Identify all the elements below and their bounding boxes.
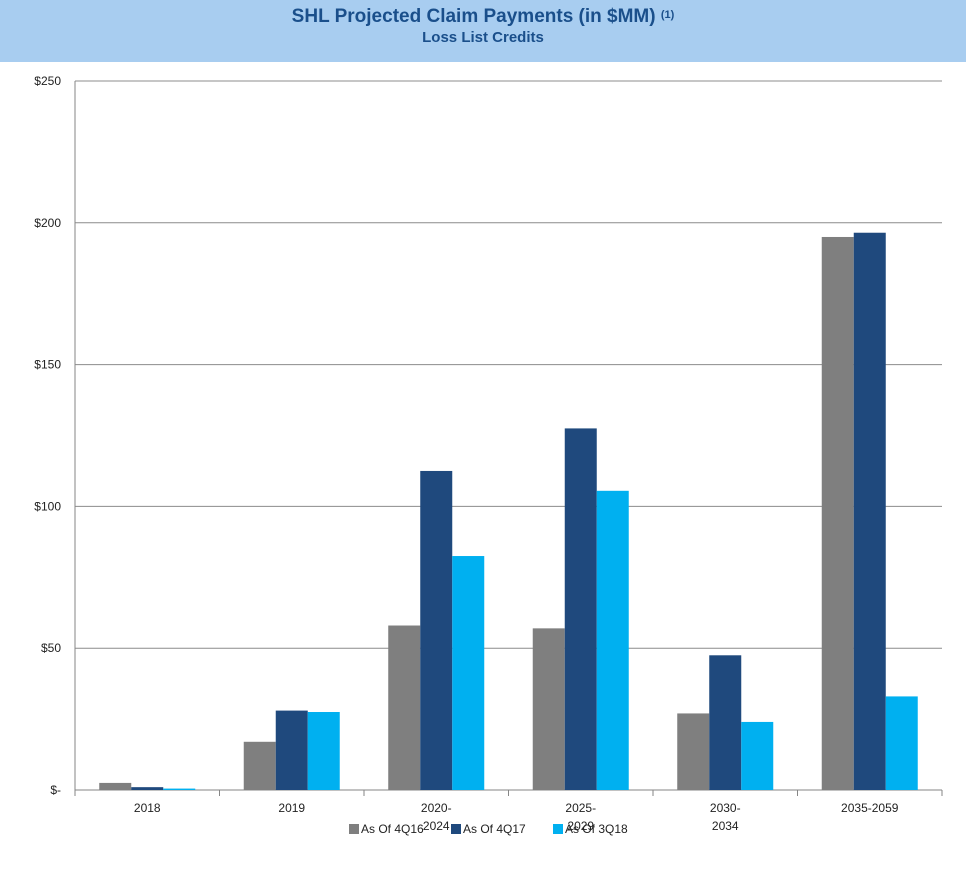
bar [420,470,453,790]
bar [388,625,421,790]
chart-header: SHL Projected Claim Payments (in $MM) (1… [0,0,966,62]
bar [532,628,565,790]
legend-label: As Of 4Q17 [463,822,526,836]
bar [452,556,485,790]
x-tick-label: 2019 [278,801,305,815]
chart-title: SHL Projected Claim Payments (in $MM) (1… [0,5,966,29]
bar [741,721,774,790]
y-tick-label: $250 [34,74,61,88]
x-tick-label: 2020- [421,801,452,815]
x-tick-label: 2035-2059 [841,801,899,815]
chart-subtitle: Loss List Credits [422,29,544,46]
x-tick-label: 2024 [423,819,450,833]
x-tick-label: 2034 [712,819,739,833]
y-tick-label: $200 [34,216,61,230]
y-tick-label: $150 [34,358,61,372]
x-tick-label: 2029 [567,819,594,833]
x-tick-label: 2030- [710,801,741,815]
bar [677,713,710,790]
legend-label: As Of 3Q18 [565,822,628,836]
bar [99,782,132,790]
bar [163,788,196,790]
bar [709,655,742,790]
footnote-marker: (1) [660,9,675,21]
legend-swatch [349,824,359,834]
bar [564,428,597,790]
legend-swatch [553,824,563,834]
legend-label: As Of 4Q16 [361,822,424,836]
bar [885,696,918,790]
bar [821,236,854,791]
legend-swatch [451,824,461,834]
chart-title-text: SHL Projected Claim Payments (in $MM) [291,6,656,27]
x-tick-label: 2018 [134,801,161,815]
x-tick-label: 2025- [565,801,596,815]
bar [596,490,629,790]
bar [853,232,886,790]
y-tick-label: $50 [41,641,61,655]
y-tick-label: $- [50,783,61,797]
y-tick-label: $100 [34,499,61,513]
bar [131,787,164,790]
bar [275,710,308,790]
bar [243,741,276,790]
bar [307,712,340,790]
